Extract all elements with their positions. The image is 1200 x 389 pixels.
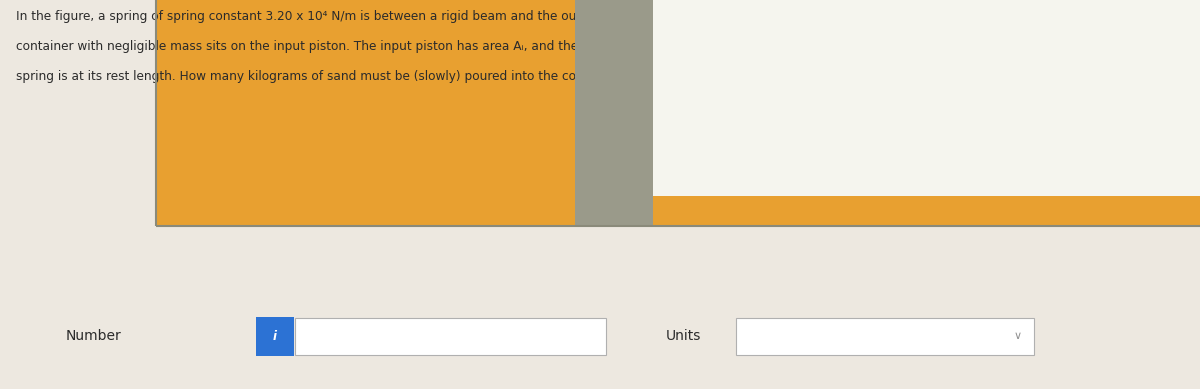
Text: i: i xyxy=(272,330,277,343)
Text: spring is at its rest length. How many kilograms of sand must be (slowly) poured: spring is at its rest length. How many k… xyxy=(16,70,841,82)
FancyBboxPatch shape xyxy=(736,318,1034,355)
FancyBboxPatch shape xyxy=(295,318,606,355)
Text: ∨: ∨ xyxy=(1014,331,1021,342)
Text: In the figure, a spring of spring constant 3.20 x 10⁴ N/m is between a rigid bea: In the figure, a spring of spring consta… xyxy=(16,10,829,23)
Text: Number: Number xyxy=(66,329,121,343)
Text: Units: Units xyxy=(666,329,701,343)
FancyBboxPatch shape xyxy=(256,317,294,356)
Bar xyxy=(575,0,653,226)
Text: container with negligible mass sits on the input piston. The input piston has ar: container with negligible mass sits on t… xyxy=(16,40,836,53)
